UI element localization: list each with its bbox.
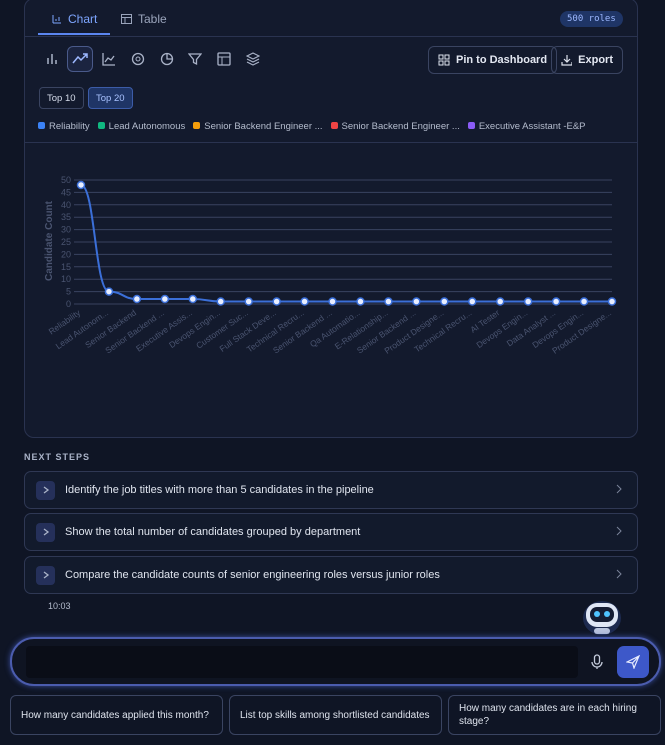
toggle[interactable]: Top 20: [88, 87, 133, 109]
legend: Reliability Lead Autonomous Senior Backend…: [38, 121, 586, 132]
legend-item[interactable]: Senior Backend Engineer ...: [193, 121, 323, 132]
y-tick-label: 40: [61, 200, 71, 210]
icon-button[interactable]: [154, 46, 180, 72]
legend-label: Senior Backend Engineer ...: [204, 121, 323, 132]
tab[interactable]: Table: [121, 12, 167, 26]
legend-item[interactable]: Senior Backend Engineer ...: [330, 121, 460, 132]
line: [80, 183, 612, 303]
timestamp: 10:03: [48, 601, 71, 611]
icon-button[interactable]: [96, 46, 122, 72]
y-tick-label: 10: [61, 274, 71, 284]
legend-label: Lead Autonomous: [108, 121, 186, 132]
y-tick-label: 50: [61, 175, 71, 185]
y-tick-label: 30: [61, 225, 71, 235]
point: [244, 297, 253, 306]
legend-label: Reliability: [49, 121, 90, 132]
y-tick-label: 15: [61, 262, 71, 272]
icon-button[interactable]: [211, 46, 237, 72]
send-button[interactable]: [617, 646, 649, 678]
legend-swatch: [193, 122, 201, 129]
y-tick-label: 25: [61, 237, 71, 247]
icon-button[interactable]: [39, 46, 65, 72]
tab-label: Chart: [68, 12, 98, 26]
divider: [25, 142, 637, 143]
divider: [25, 36, 637, 37]
legend-swatch: [467, 122, 475, 129]
pin-button[interactable]: Pin to Dashboard: [428, 46, 558, 74]
point: [523, 297, 533, 306]
icon: [121, 14, 132, 24]
point: [468, 297, 477, 306]
point: [188, 294, 198, 304]
step-text: Show the total number of candidates grou…: [65, 526, 361, 538]
icon-button[interactable]: [67, 46, 93, 72]
text-field[interactable]: [26, 646, 578, 678]
button-label: Export: [578, 54, 613, 66]
point: [272, 297, 281, 306]
y-tick-label: 0: [66, 299, 71, 309]
point: [132, 294, 142, 304]
y-tick-label: 45: [61, 187, 71, 197]
y-tick-label: 5: [66, 287, 71, 297]
icon: [52, 15, 61, 24]
icon-button[interactable]: [125, 46, 151, 72]
suggestion-chip[interactable]: List top skills among shortlisted candid…: [229, 695, 442, 735]
tab[interactable]: Chart: [52, 12, 97, 26]
next-step[interactable]: Compare the candidate counts of senior e…: [24, 556, 638, 594]
y-tick-label: 35: [61, 212, 71, 222]
next-step[interactable]: Show the total number of candidates grou…: [24, 513, 638, 551]
point: [440, 297, 449, 306]
tab-label: Table: [138, 12, 167, 26]
step-text: Identify the job titles with more than 5…: [65, 484, 374, 496]
y-axis-label: Candidate Count: [44, 200, 55, 281]
legend-swatch: [38, 122, 45, 129]
assistant-avatar[interactable]: [580, 598, 624, 638]
badge: 500 roles: [560, 11, 623, 27]
y-tick-label: 20: [61, 249, 71, 259]
icon-button[interactable]: [182, 46, 208, 72]
point: [384, 297, 393, 306]
step-text: Compare the candidate counts of senior e…: [65, 569, 440, 581]
toggle[interactable]: Top 10: [39, 87, 84, 109]
point: [104, 287, 114, 296]
point: [495, 297, 505, 306]
point: [607, 297, 617, 306]
mic-button[interactable]: [590, 654, 604, 670]
point: [412, 297, 421, 306]
legend-swatch: [97, 122, 105, 129]
point: [160, 294, 170, 304]
legend-label: Executive Assistant -E&P: [478, 121, 586, 132]
point: [356, 297, 365, 306]
suggestion-chip[interactable]: How many candidates are in each hiring s…: [448, 695, 661, 735]
legend-item[interactable]: Reliability: [38, 121, 90, 132]
next-step[interactable]: Identify the job titles with more than 5…: [24, 471, 638, 509]
legend-item[interactable]: Executive Assistant -E&P: [467, 121, 586, 132]
chart: Candidate Count 05101520253035404550Reli…: [44, 175, 617, 356]
suggestion-chip[interactable]: How many candidates applied this month?: [10, 695, 223, 735]
legend-item[interactable]: Lead Autonomous: [97, 121, 186, 132]
legend-label: Senior Backend Engineer ...: [341, 121, 460, 132]
section-title: NEXT STEPS: [24, 452, 91, 462]
legend-swatch: [330, 122, 338, 129]
button-label: Pin to Dashboard: [456, 54, 548, 66]
point: [551, 297, 561, 306]
point: [579, 297, 589, 306]
icon-button[interactable]: [240, 46, 266, 72]
point: [216, 297, 225, 306]
point: [76, 180, 86, 190]
tab-indicator: [38, 33, 110, 35]
export-button[interactable]: Export: [551, 46, 623, 74]
point: [328, 297, 337, 306]
point: [300, 297, 309, 306]
